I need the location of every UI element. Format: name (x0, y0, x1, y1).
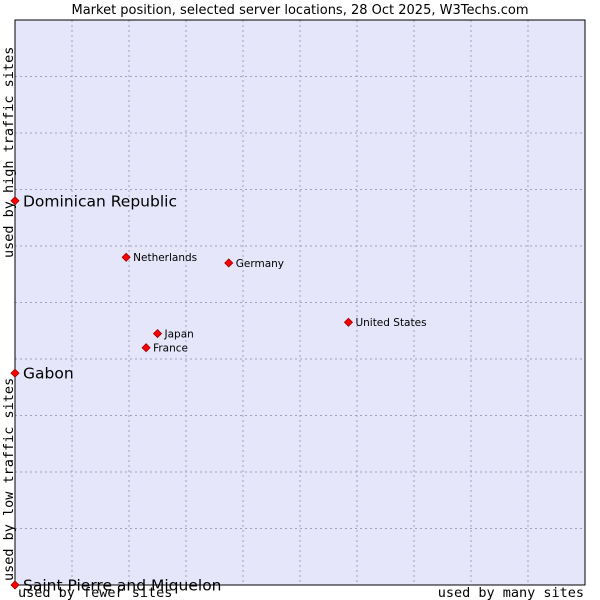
point-marker-netherlands[interactable] (121, 252, 131, 262)
grid-lines (15, 20, 585, 585)
chart-title: Market position, selected server locatio… (71, 3, 528, 18)
point-label-netherlands: Netherlands (133, 252, 197, 264)
x-axis-label-left: used by fewer sites (18, 585, 172, 600)
point-label-saint-pierre-and-miquelon: Saint Pierre and Miquelon (23, 577, 222, 595)
point-marker-united-states[interactable] (343, 317, 354, 327)
point-marker-france[interactable] (141, 343, 151, 353)
y-axis-label-top: used by high traffic sites (1, 47, 17, 258)
y-axis-label-bottom: used by low traffic sites (1, 378, 17, 581)
point-label-germany: Germany (236, 258, 284, 270)
point-label-dominican-republic: Dominican Republic (23, 192, 177, 210)
points-layer: Dominican Republic Netherlands Germany Unit… (10, 192, 427, 595)
point-marker-gabon[interactable] (10, 368, 20, 378)
point-label-gabon: Gabon (23, 365, 74, 383)
point-marker-germany[interactable] (224, 258, 234, 268)
point-marker-saint-pierre-and-miquelon[interactable] (10, 580, 20, 590)
point-marker-japan[interactable] (152, 329, 163, 339)
x-axis-label-right: used by many sites (438, 585, 584, 600)
point-label-japan: Japan (164, 328, 194, 340)
point-label-united-states: United States (355, 317, 426, 329)
plot-border (14, 19, 586, 586)
point-label-france: France (153, 343, 188, 355)
point-marker-dominican-republic[interactable] (10, 196, 20, 206)
